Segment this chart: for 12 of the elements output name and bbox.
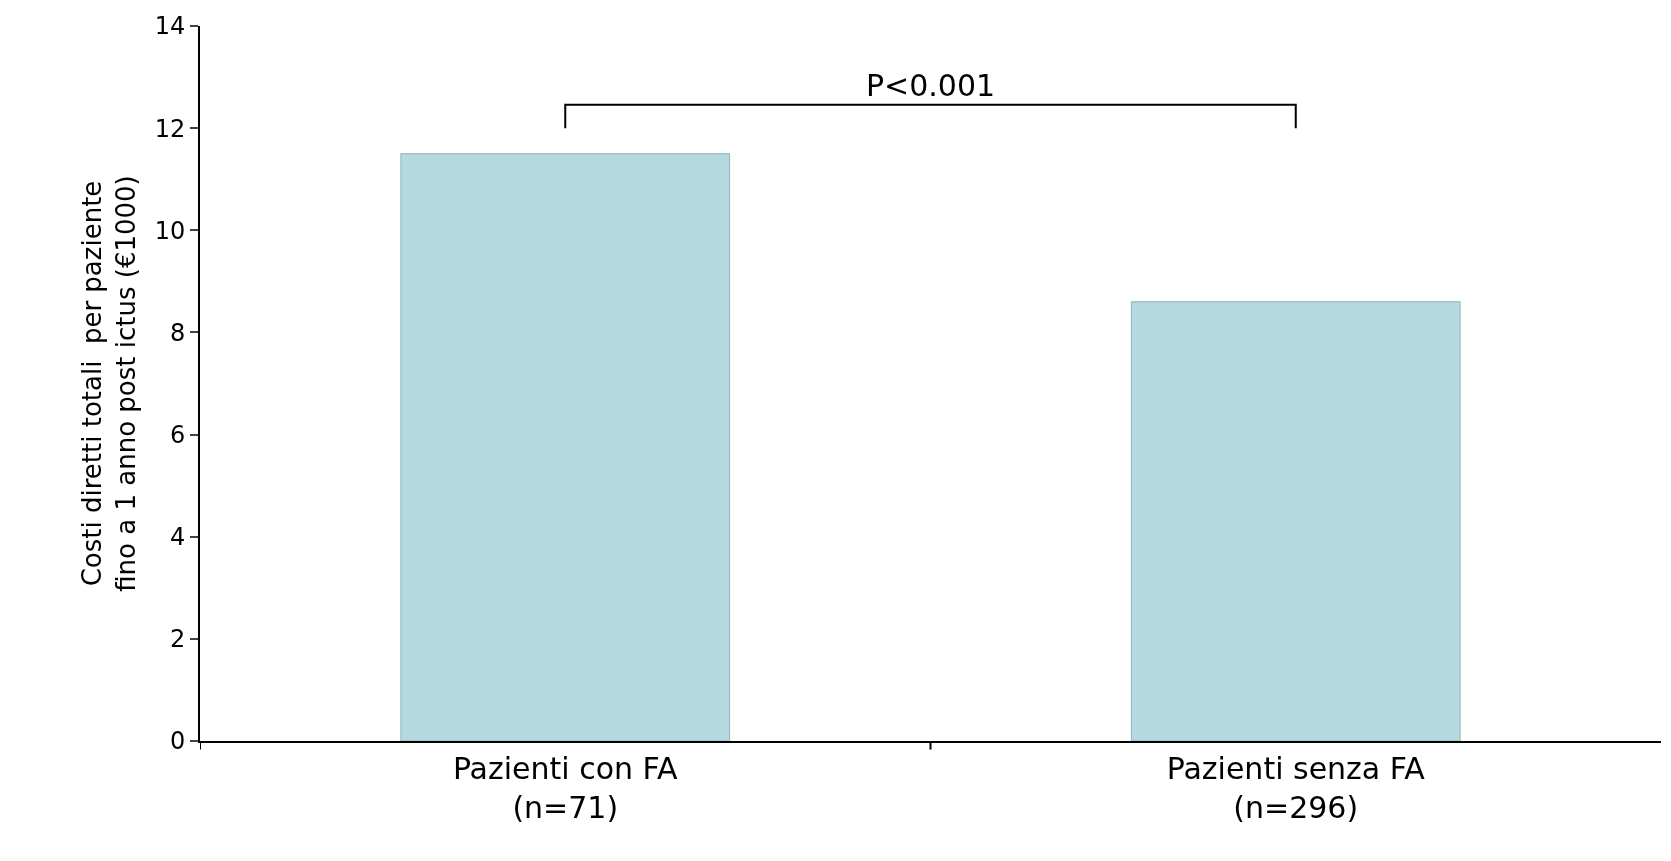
- x-tick-label: Pazienti con FA (n=71): [452, 751, 679, 825]
- y-tick-label: 8: [169, 318, 186, 347]
- y-tick-label: 6: [169, 420, 186, 449]
- x-tick-label: Pazienti senza FA (n=296): [1166, 751, 1426, 825]
- y-tick-label: 0: [169, 727, 186, 756]
- y-tick-label: 2: [169, 625, 186, 654]
- annotation: P<0.001: [866, 68, 996, 103]
- y-tick-label: 4: [169, 523, 186, 552]
- y-axis-title: Costi diretti totali per paziente fino a 1 anno post ictus (€1000): [76, 175, 141, 592]
- y-tick-label: 12: [154, 114, 186, 143]
- y-tick-label: 14: [154, 12, 186, 41]
- y-tick-label: 10: [154, 216, 186, 245]
